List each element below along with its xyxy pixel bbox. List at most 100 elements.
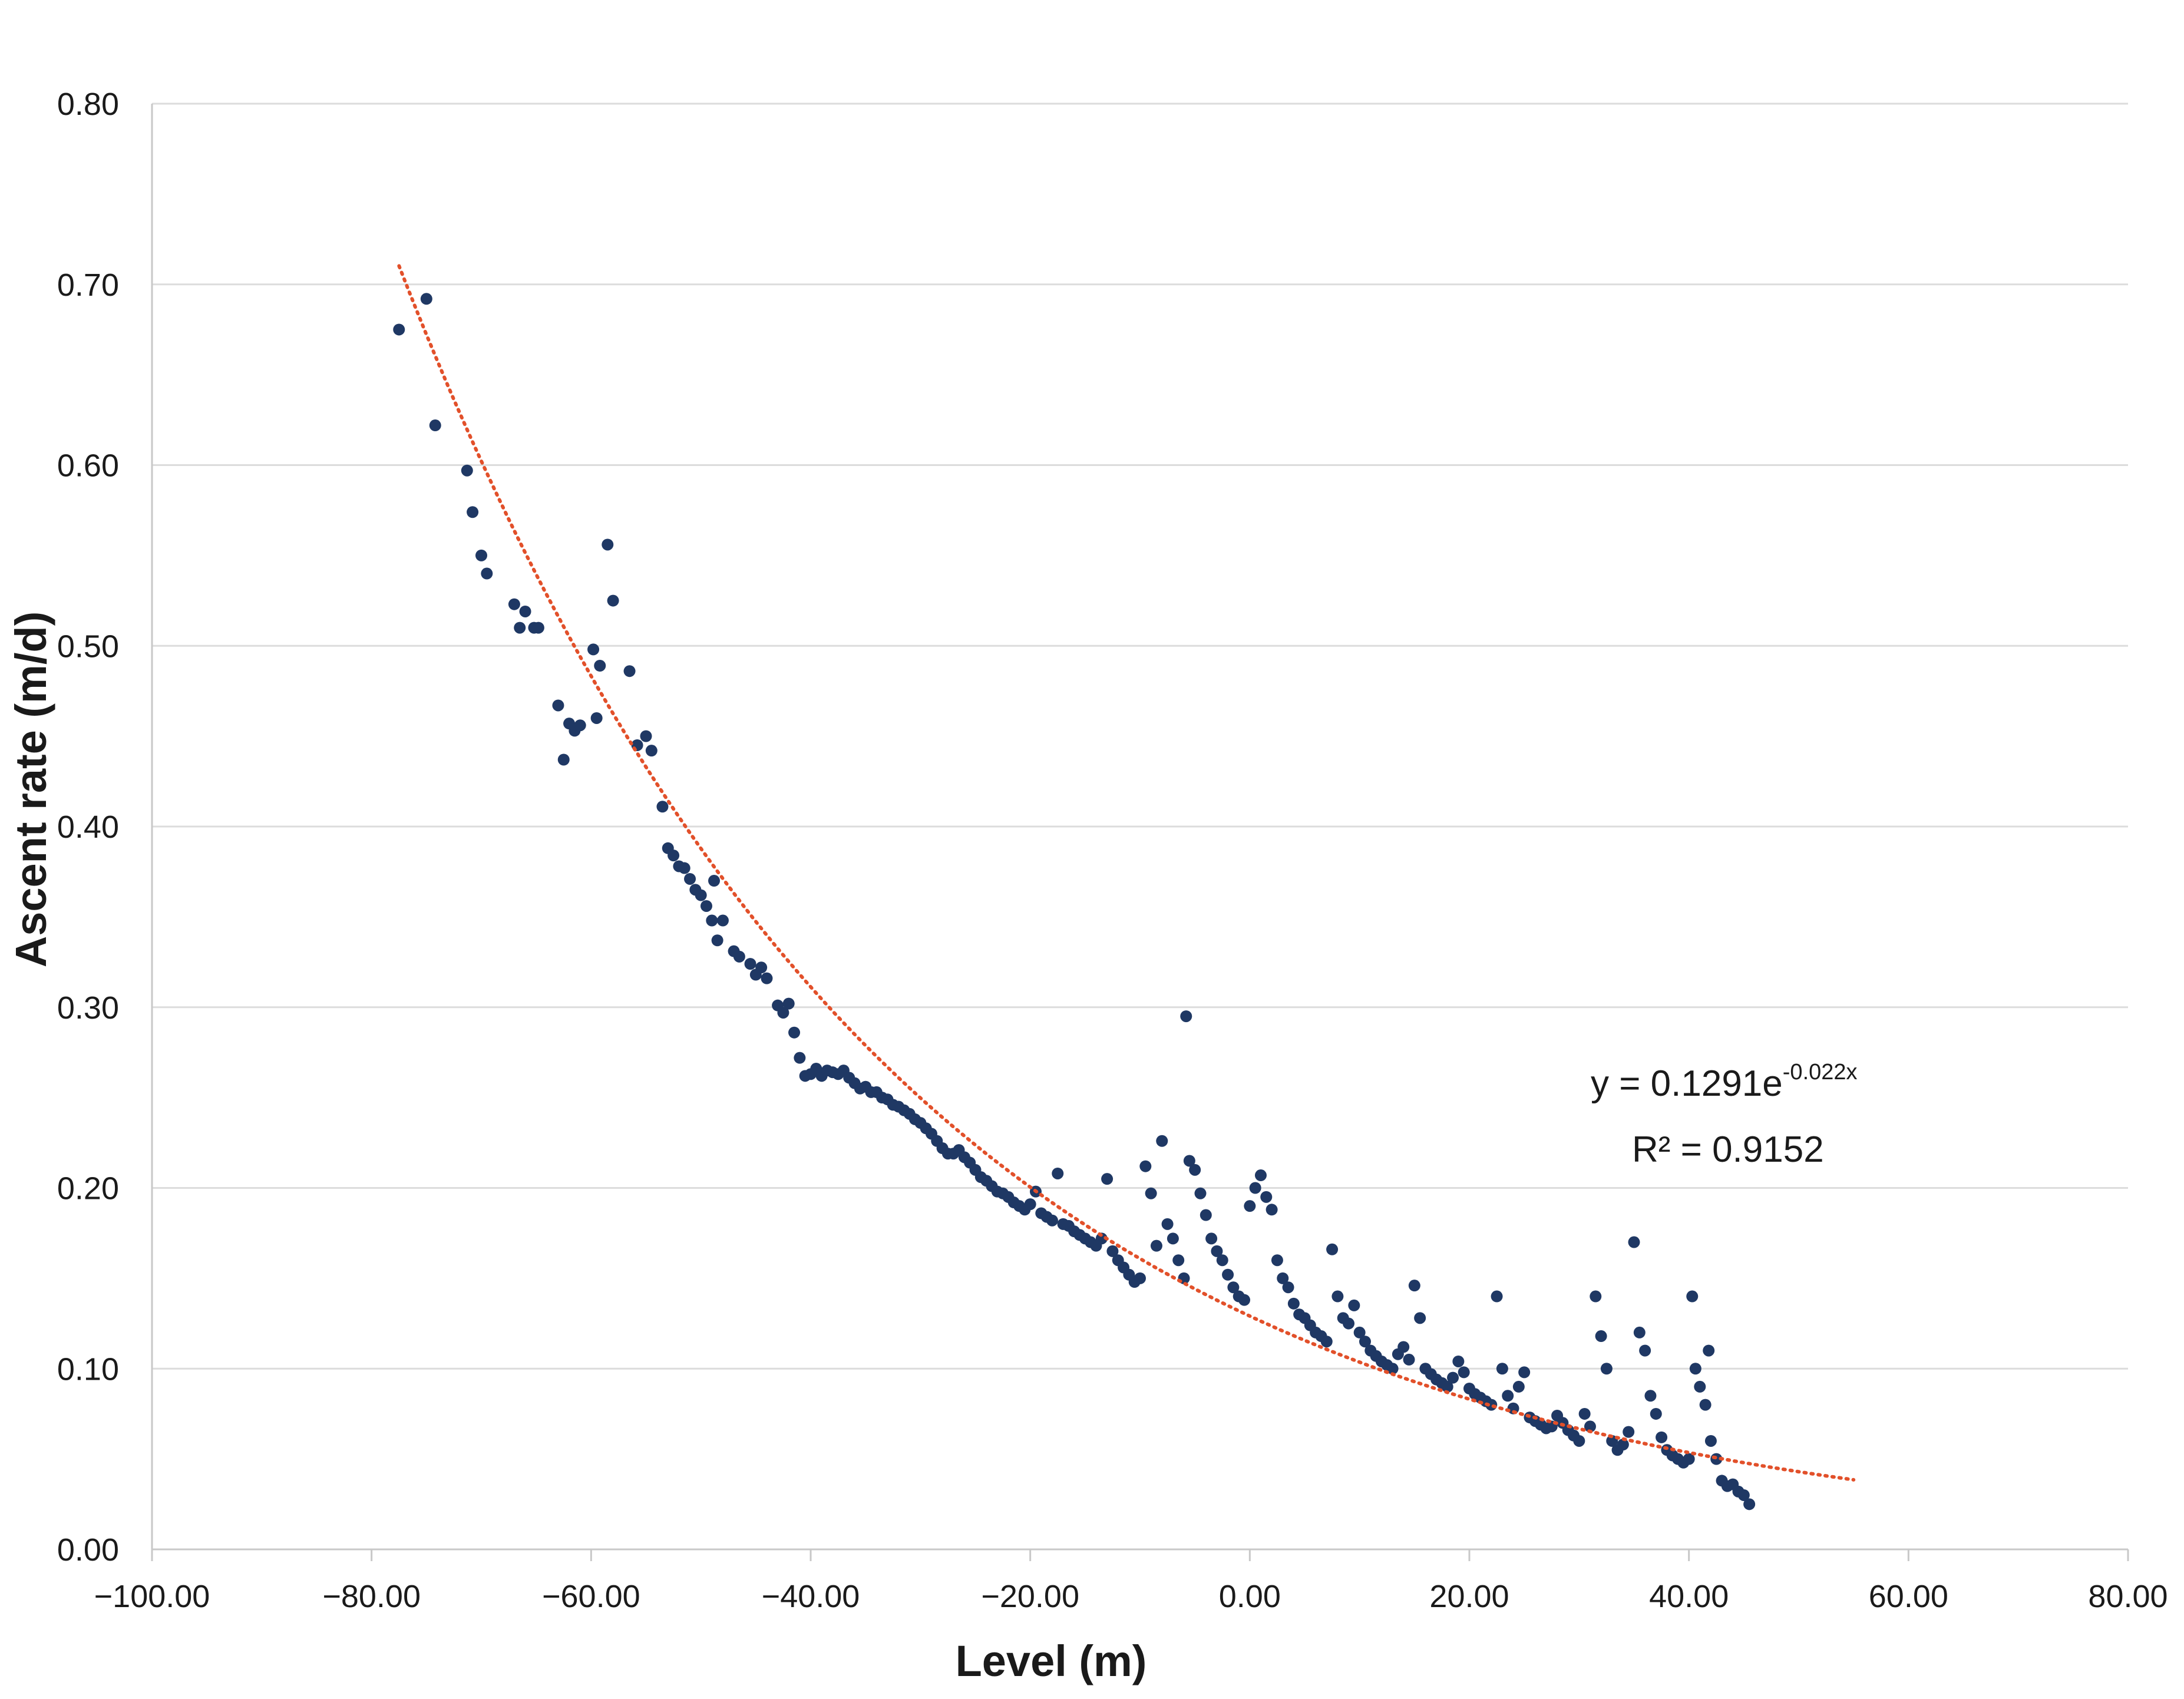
data-point <box>1348 1299 1360 1311</box>
trend-equation-base: y = 0.1291e <box>1591 1063 1783 1104</box>
data-point <box>1150 1239 1162 1252</box>
y-tick-label: 0.00 <box>57 1532 119 1568</box>
data-point <box>1628 1236 1640 1248</box>
data-point <box>1403 1353 1415 1366</box>
data-point <box>1145 1187 1157 1199</box>
x-tick-label: −20.00 <box>981 1579 1079 1614</box>
y-tick-label: 0.70 <box>57 267 119 303</box>
data-point <box>1458 1366 1470 1379</box>
data-point <box>1343 1317 1355 1330</box>
data-point <box>420 293 432 305</box>
data-point <box>1686 1290 1699 1303</box>
data-point <box>1633 1326 1646 1338</box>
data-point <box>1703 1344 1715 1357</box>
data-point <box>1595 1330 1607 1343</box>
data-point <box>1512 1380 1525 1393</box>
data-point <box>1650 1407 1662 1420</box>
data-point <box>744 958 756 970</box>
trend-equation: y = 0.1291e-0.022x <box>1591 1060 1858 1104</box>
data-point <box>508 598 520 610</box>
x-tick-label: 80.00 <box>2088 1579 2168 1614</box>
x-tick-label: −100.00 <box>94 1579 210 1614</box>
y-tick-label: 0.20 <box>57 1171 119 1207</box>
data-point <box>1353 1326 1366 1338</box>
data-point <box>1447 1371 1459 1384</box>
data-points <box>393 293 1756 1510</box>
data-point <box>1683 1453 1695 1465</box>
data-point <box>1216 1254 1228 1267</box>
x-tick-label: 0.00 <box>1219 1579 1281 1614</box>
data-point <box>532 622 544 634</box>
data-point <box>1161 1218 1174 1230</box>
data-point <box>1331 1290 1344 1303</box>
data-point <box>1699 1399 1711 1411</box>
data-point <box>1183 1155 1195 1167</box>
trend-equation-exponent: -0.022x <box>1783 1060 1858 1085</box>
data-point <box>1656 1431 1668 1443</box>
data-point <box>645 745 657 757</box>
data-point <box>1222 1268 1234 1281</box>
x-tick-label: −60.00 <box>542 1579 640 1614</box>
data-point <box>640 730 652 742</box>
data-point <box>1743 1498 1756 1510</box>
data-point <box>429 419 441 432</box>
data-point <box>393 323 405 336</box>
x-tick-label: 60.00 <box>1869 1579 1948 1614</box>
data-point <box>1194 1187 1207 1199</box>
data-point <box>1277 1272 1289 1284</box>
data-point <box>552 699 564 712</box>
data-point <box>602 538 614 551</box>
data-point <box>1496 1363 1508 1375</box>
data-point <box>1491 1290 1503 1303</box>
data-point <box>788 1026 801 1039</box>
data-point <box>1694 1380 1706 1393</box>
data-point <box>1287 1297 1300 1310</box>
data-point <box>1397 1341 1410 1353</box>
data-point <box>684 872 696 885</box>
data-point <box>1106 1245 1119 1257</box>
data-point <box>467 506 479 518</box>
data-point <box>1052 1167 1064 1179</box>
y-tick-label: 0.60 <box>57 448 119 484</box>
data-point <box>668 849 680 862</box>
data-point <box>794 1052 806 1064</box>
data-point <box>1386 1363 1399 1375</box>
data-point <box>574 719 586 732</box>
data-point <box>590 712 603 724</box>
data-point <box>1134 1272 1146 1284</box>
data-point <box>706 914 718 927</box>
data-point <box>1639 1344 1651 1357</box>
data-point <box>461 464 473 477</box>
y-tick-label: 0.10 <box>57 1351 119 1387</box>
data-point <box>1254 1169 1267 1182</box>
data-point <box>1046 1214 1058 1227</box>
data-point <box>1200 1209 1212 1221</box>
data-point <box>1320 1336 1333 1348</box>
y-tick-label: 0.40 <box>57 809 119 845</box>
x-tick-label: 20.00 <box>1429 1579 1509 1614</box>
data-point <box>557 753 570 766</box>
data-point <box>1244 1200 1256 1212</box>
data-point <box>755 961 768 974</box>
y-tick-label: 0.80 <box>57 87 119 122</box>
data-point <box>656 801 669 813</box>
data-point <box>587 643 600 656</box>
data-point <box>1737 1489 1750 1501</box>
data-point <box>1623 1426 1635 1438</box>
data-point <box>1326 1243 1339 1255</box>
data-point <box>733 950 745 963</box>
gridlines <box>152 103 2128 1370</box>
data-point <box>1600 1363 1613 1375</box>
data-point <box>1689 1363 1701 1375</box>
data-point <box>1644 1390 1657 1402</box>
data-point <box>1704 1434 1717 1447</box>
data-point <box>1441 1380 1453 1393</box>
x-tick-label: −80.00 <box>322 1579 421 1614</box>
x-axis-title: Level (m) <box>956 1637 1147 1685</box>
data-point <box>1617 1439 1629 1451</box>
data-point <box>1266 1204 1278 1216</box>
y-axis-title: Ascent rate (m/d) <box>6 611 55 967</box>
data-point <box>1180 1010 1192 1023</box>
data-point <box>1502 1390 1514 1402</box>
